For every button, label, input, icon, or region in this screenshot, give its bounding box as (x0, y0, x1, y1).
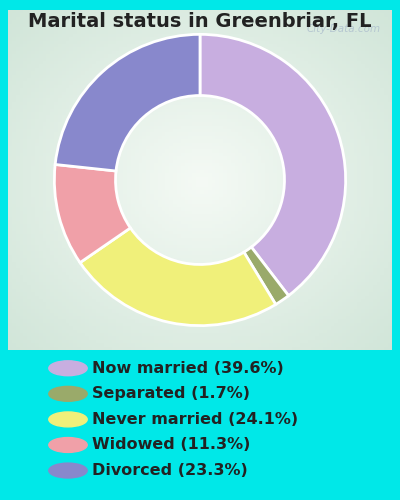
Circle shape (49, 361, 87, 376)
Circle shape (49, 412, 87, 427)
Text: Widowed (11.3%): Widowed (11.3%) (92, 438, 250, 452)
Circle shape (49, 386, 87, 402)
Text: City-Data.com: City-Data.com (306, 24, 380, 34)
Circle shape (49, 438, 87, 452)
Wedge shape (54, 164, 130, 262)
Text: Never married (24.1%): Never married (24.1%) (92, 412, 298, 427)
Wedge shape (55, 34, 200, 171)
Circle shape (49, 463, 87, 478)
Text: Separated (1.7%): Separated (1.7%) (92, 386, 250, 402)
Wedge shape (80, 228, 276, 326)
Wedge shape (200, 34, 346, 296)
Text: Divorced (23.3%): Divorced (23.3%) (92, 463, 248, 478)
Text: Marital status in Greenbriar, FL: Marital status in Greenbriar, FL (28, 12, 372, 32)
Text: Now married (39.6%): Now married (39.6%) (92, 361, 284, 376)
Wedge shape (244, 247, 288, 304)
